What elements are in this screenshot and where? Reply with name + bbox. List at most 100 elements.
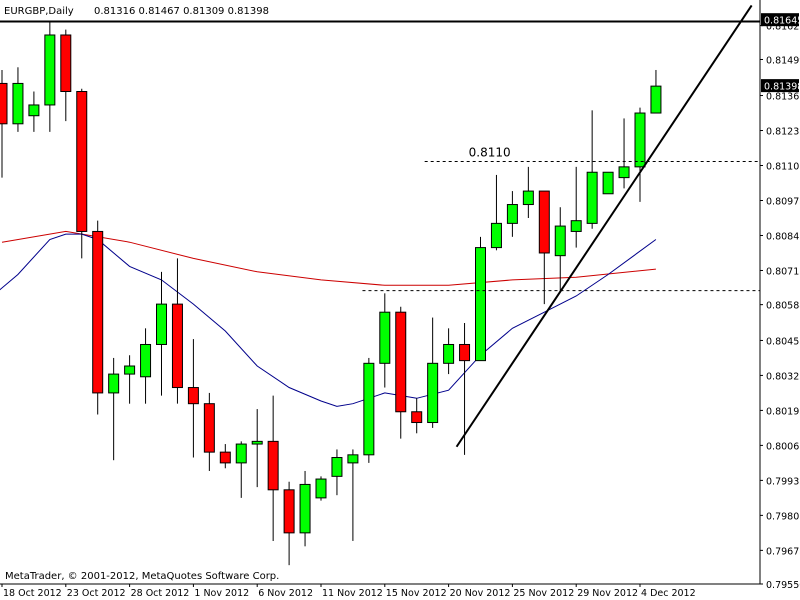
candle-body [124, 365, 136, 375]
candle-body [506, 204, 518, 224]
candle [459, 322, 471, 455]
candle-body [650, 85, 662, 114]
candle [187, 339, 199, 458]
y-tick-label: 0.80325 [766, 371, 800, 382]
candles [0, 21, 662, 566]
candle [171, 258, 183, 404]
y-tick-label: 0.80455 [766, 336, 800, 347]
candle [299, 470, 311, 547]
y-tick-label: 0.80975 [766, 196, 800, 207]
candle [283, 481, 295, 566]
candle-body [363, 362, 375, 456]
candle [28, 91, 40, 132]
candle-body [299, 483, 311, 534]
x-tick-label: 6 Nov 2012 [258, 588, 313, 599]
annotations: 0.8110 [0, 4, 760, 448]
y-tick-label: 0.81105 [766, 162, 800, 173]
indicator-lines [0, 230, 657, 407]
candle-body [427, 362, 439, 424]
candle-body [219, 451, 231, 464]
x-tick-label: 29 Nov 2012 [577, 588, 638, 599]
candle [203, 392, 215, 471]
candle [490, 174, 502, 251]
plot-area [0, 0, 760, 584]
candle [108, 357, 120, 461]
candle-body [187, 387, 199, 405]
candle-body [267, 440, 279, 491]
candle-body [490, 222, 502, 249]
y-tick-label: 0.81235 [766, 127, 800, 138]
candle [44, 21, 56, 132]
candle-body [92, 230, 104, 394]
ohlc-readout: 0.81316 0.81467 0.81309 0.81398 [94, 6, 269, 17]
candle-body [522, 190, 534, 206]
moving-average-fast [0, 233, 657, 407]
y-tick-label: 0.80588 [766, 301, 800, 312]
candle-body [411, 411, 423, 424]
candle [76, 88, 88, 259]
x-tick-label: 11 Nov 2012 [322, 588, 383, 599]
candle-body [28, 104, 40, 117]
candle [554, 207, 566, 291]
y-tick-label: 0.80845 [766, 231, 800, 242]
candle [0, 69, 8, 178]
y-tick-label: 0.79675 [766, 546, 800, 557]
candle [602, 171, 614, 195]
level-line-label: 0.8110 [469, 145, 511, 159]
candle-body [60, 34, 72, 93]
price-label-top-bg [761, 13, 799, 27]
x-tick-label: 15 Nov 2012 [386, 588, 447, 599]
x-tick-label: 1 Nov 2012 [194, 588, 249, 599]
price-label-current: 0.81398 [764, 82, 800, 93]
candle-body [140, 343, 152, 378]
candle [156, 271, 167, 396]
candle-body [0, 82, 8, 125]
y-tick-label: 0.80715 [766, 266, 800, 277]
candle-body [443, 343, 455, 364]
candle-body [586, 171, 598, 224]
candle [443, 328, 455, 375]
candle [586, 110, 598, 229]
candle [395, 306, 407, 439]
candle [235, 441, 247, 498]
candle [379, 293, 391, 388]
candle [411, 398, 423, 434]
candle-body [331, 457, 343, 477]
y-axis: 0.81625 0.81499 0.81365 0.81235 0.81105 0.809… [760, 13, 800, 591]
x-tick-label: 20 Nov 2012 [450, 588, 511, 599]
y-tick-label: 0.80195 [766, 406, 800, 417]
candle-body [459, 343, 471, 362]
trend-line [455, 4, 753, 448]
candle [219, 444, 231, 469]
candle-body [44, 34, 56, 106]
copyright-text: MetaTrader, © 2001-2012, MetaQuotes Soft… [5, 571, 279, 582]
candle-body [347, 454, 359, 464]
candle-body [379, 311, 391, 364]
candle [60, 29, 72, 122]
moving-average-slow [1, 230, 656, 286]
candle [427, 317, 439, 428]
candle-body [634, 112, 646, 168]
candle-body [554, 225, 566, 257]
candle-body [171, 303, 183, 389]
candle-body [76, 91, 88, 232]
y-tick-label: 0.80065 [766, 441, 800, 452]
candle-body [283, 489, 295, 534]
x-tick-label: 4 Dec 2012 [641, 588, 696, 599]
candle [315, 476, 327, 501]
y-tick-label: 0.81365 [766, 92, 800, 103]
candle [570, 166, 582, 248]
y-tick-label: 0.81499 [766, 55, 800, 66]
candle-body [315, 478, 327, 499]
candle-body [156, 303, 167, 345]
x-axis: 18 Oct 2012 23 Oct 2012 28 Oct 2012 1 Nov 2… [1, 584, 696, 599]
y-tick-label: 0.81625 [766, 22, 800, 33]
candle-body [235, 443, 247, 464]
candle [12, 67, 24, 132]
y-tick-label: 0.79935 [766, 476, 800, 487]
candle-body [395, 311, 407, 413]
candle-body [475, 247, 486, 362]
x-tick-label: 28 Oct 2012 [131, 588, 190, 599]
